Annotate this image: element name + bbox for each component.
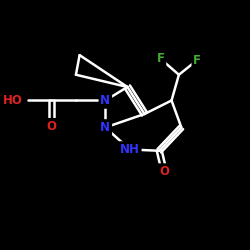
Text: N: N	[100, 94, 110, 107]
Text: HO: HO	[3, 94, 23, 107]
Text: O: O	[46, 120, 56, 133]
Text: N: N	[100, 121, 110, 134]
Text: F: F	[193, 54, 201, 66]
Text: NH: NH	[120, 143, 140, 156]
Text: O: O	[159, 165, 169, 178]
Text: F: F	[156, 52, 164, 65]
